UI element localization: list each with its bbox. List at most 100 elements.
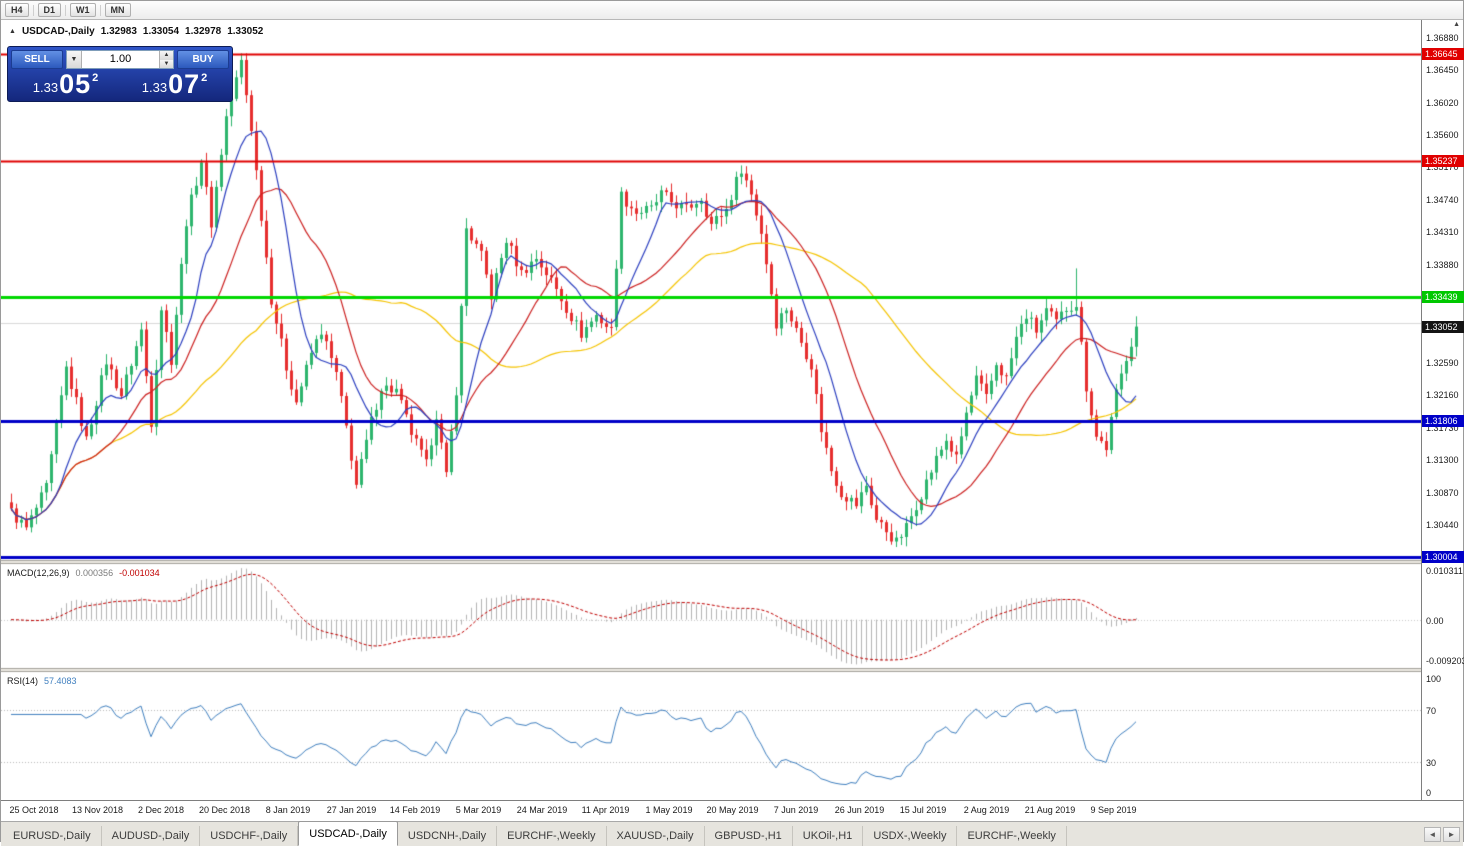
buy-button[interactable]: BUY <box>177 50 229 69</box>
ohlc-low-value: 1.32978 <box>185 26 222 37</box>
price-axis[interactable]: ▲ 1.36880 1.36450 1.36020 1.35600 1.35170 1.3… <box>1421 20 1464 800</box>
price-marker-pivot-green: 1.33439 <box>1422 291 1464 304</box>
ohlc-close-value: 1.33052 <box>227 26 264 37</box>
timeframe-w1-button[interactable]: W1 <box>70 3 96 17</box>
timeframe-mn-button[interactable]: MN <box>104 3 131 17</box>
rsi-axis-label: 100 <box>1426 674 1442 684</box>
chart-symbol-label: USDCAD-,Daily <box>21 26 95 37</box>
price-axis-tick: 1.30870 <box>1426 487 1459 498</box>
price-marker-support-upper: 1.31806 <box>1422 414 1464 427</box>
volume-value[interactable]: 1.00 <box>109 53 132 65</box>
timeframe-h4-button[interactable]: H4 <box>5 3 29 17</box>
toolbar-separator <box>32 4 34 16</box>
timeframe-d1-button[interactable]: D1 <box>37 3 62 17</box>
date-axis-label: 24 Mar 2019 <box>516 805 568 815</box>
chart-tab-usdx-weekly[interactable]: USDX-,Weekly <box>863 826 958 846</box>
price-axis-tick: 1.35170 <box>1426 162 1459 173</box>
one-click-trading-panel: SELL ▼ 1.00 ▲ ▼ BUY 1.33 05 2 1.33 <box>7 46 233 102</box>
date-axis-label: 26 Jun 2019 <box>834 805 885 815</box>
date-axis-label: 13 Nov 2018 <box>71 805 124 815</box>
rsi-indicator-label: RSI(14) 57.4083 <box>7 676 77 686</box>
chart-tab-gbpusd-h1[interactable]: GBPUSD-,H1 <box>705 826 793 846</box>
chart-tab-audusd-daily[interactable]: AUDUSD-,Daily <box>102 826 201 846</box>
price-axis-tick: 1.32590 <box>1426 357 1459 368</box>
timeframe-toolbar: H4 D1 W1 MN <box>1 1 1463 20</box>
toolbar-separator <box>99 4 101 16</box>
date-axis-label: 8 Jan 2019 <box>265 805 311 815</box>
date-axis-label: 20 Dec 2018 <box>198 805 251 815</box>
chart-tab-bar: EURUSD-,Daily AUDUSD-,Daily USDCHF-,Daily U… <box>1 821 1463 846</box>
ohlc-high-value: 1.33054 <box>142 26 180 37</box>
buy-price-pip-digit: 2 <box>201 72 208 84</box>
sell-price-big-digits: 05 <box>59 69 92 99</box>
macd-name: MACD(12,26,9) <box>7 568 70 578</box>
date-axis-label: 11 Apr 2019 <box>581 805 630 815</box>
date-axis-label: 25 Oct 2018 <box>9 805 59 815</box>
date-axis-label: 5 Mar 2019 <box>455 805 502 815</box>
chart-plot-area: ▲ USDCAD-,Daily 1.32983 1.33054 1.32978 … <box>1 20 1421 800</box>
price-axis-tick: 1.34310 <box>1426 227 1459 238</box>
price-axis-tick: 1.31300 <box>1426 455 1459 466</box>
sell-price-pip-digit: 2 <box>92 72 99 84</box>
chart-title: ▲ USDCAD-,Daily 1.32983 1.33054 1.32978 … <box>9 26 263 37</box>
price-axis-tick: 1.30440 <box>1426 520 1459 531</box>
tab-scroll-right-icon[interactable]: ► <box>1443 827 1460 842</box>
chart-tab-usdcad-daily[interactable]: USDCAD-,Daily <box>298 821 398 846</box>
price-marker-support-lower: 1.30004 <box>1422 551 1464 564</box>
macd-axis-label: -0.009203 <box>1426 656 1464 666</box>
chart-tab-usdchf-daily[interactable]: USDCHF-,Daily <box>200 826 299 846</box>
date-axis-label: 27 Jan 2019 <box>326 805 377 815</box>
axis-scroll-up-icon[interactable]: ▲ <box>1453 21 1460 28</box>
price-marker-resistance-upper: 1.36645 <box>1422 48 1464 61</box>
sell-price-display[interactable]: 1.33 05 2 <box>11 70 120 98</box>
ohlc-open-value: 1.32983 <box>100 26 137 37</box>
tab-scroll-buttons: ◄ ► <box>1424 827 1460 842</box>
one-click-panel-toggle-icon[interactable]: ▲ <box>9 28 16 35</box>
rsi-axis-label: 0 <box>1426 788 1432 798</box>
date-axis-label: 2 Aug 2019 <box>963 805 1010 815</box>
price-axis-tick: 1.36880 <box>1426 32 1459 43</box>
time-axis[interactable]: 25 Oct 2018 13 Nov 2018 2 Dec 2018 20 Dec 2… <box>1 800 1463 821</box>
macd-main-value: 0.000356 <box>75 568 114 578</box>
volume-spinner[interactable]: ▲ ▼ <box>159 51 173 68</box>
price-marker-current-price: 1.33052 <box>1422 320 1464 333</box>
chart-tab-eurusd-daily[interactable]: EURUSD-,Daily <box>3 826 102 846</box>
price-axis-tick: 1.33880 <box>1426 259 1459 270</box>
date-axis-label: 2 Dec 2018 <box>137 805 185 815</box>
macd-axis-label: 0.010311 <box>1426 566 1463 576</box>
spin-up-icon[interactable]: ▲ <box>160 51 173 60</box>
rsi-name: RSI(14) <box>7 676 39 686</box>
macd-signal-value: -0.001034 <box>119 568 160 578</box>
chart-tabs: EURUSD-,Daily AUDUSD-,Daily USDCHF-,Daily U… <box>3 821 1067 846</box>
date-axis-label: 21 Aug 2019 <box>1024 805 1076 815</box>
volume-control: ▼ 1.00 ▲ ▼ <box>66 50 174 69</box>
price-axis-tick: 1.32160 <box>1426 390 1459 401</box>
volume-dropdown-icon[interactable]: ▼ <box>67 51 82 68</box>
tab-scroll-left-icon[interactable]: ◄ <box>1424 827 1441 842</box>
date-axis-label: 15 Jul 2019 <box>899 805 947 815</box>
spin-down-icon[interactable]: ▼ <box>160 59 173 68</box>
sell-button[interactable]: SELL <box>11 50 63 69</box>
date-axis-label: 14 Feb 2019 <box>389 805 441 815</box>
price-axis-tick: 1.35600 <box>1426 129 1459 140</box>
rsi-axis-label: 70 <box>1426 706 1437 717</box>
chart-tab-eurchf-weekly[interactable]: EURCHF-,Weekly <box>497 826 607 846</box>
price-axis-tick: 1.34740 <box>1426 194 1459 205</box>
chart-tab-usdcnh-daily[interactable]: USDCNH-,Daily <box>398 826 498 846</box>
buy-price-display[interactable]: 1.33 07 2 <box>120 70 229 98</box>
macd-indicator-label: MACD(12,26,9) 0.000356 -0.001034 <box>7 568 160 578</box>
chart-tab-eurchf-weekly[interactable]: EURCHF-,Weekly <box>957 826 1067 846</box>
price-axis-tick: 1.36450 <box>1426 65 1459 76</box>
chart-tab-xauusd-daily[interactable]: XAUUSD-,Daily <box>607 826 705 846</box>
sell-price-prefix: 1.33 <box>32 80 59 95</box>
chart-canvas[interactable] <box>1 20 1421 800</box>
date-axis-label: 20 May 2019 <box>706 805 759 815</box>
date-axis-label: 9 Sep 2019 <box>1090 805 1137 815</box>
price-axis-tick: 1.36020 <box>1426 97 1459 108</box>
rsi-axis-label: 30 <box>1426 757 1437 768</box>
buy-price-prefix: 1.33 <box>141 80 168 95</box>
macd-axis-label: 0.00 <box>1426 615 1444 626</box>
price-marker-resistance-lower: 1.35237 <box>1422 155 1464 168</box>
chart-tab-ukoil-h1[interactable]: UKOil-,H1 <box>793 826 864 846</box>
